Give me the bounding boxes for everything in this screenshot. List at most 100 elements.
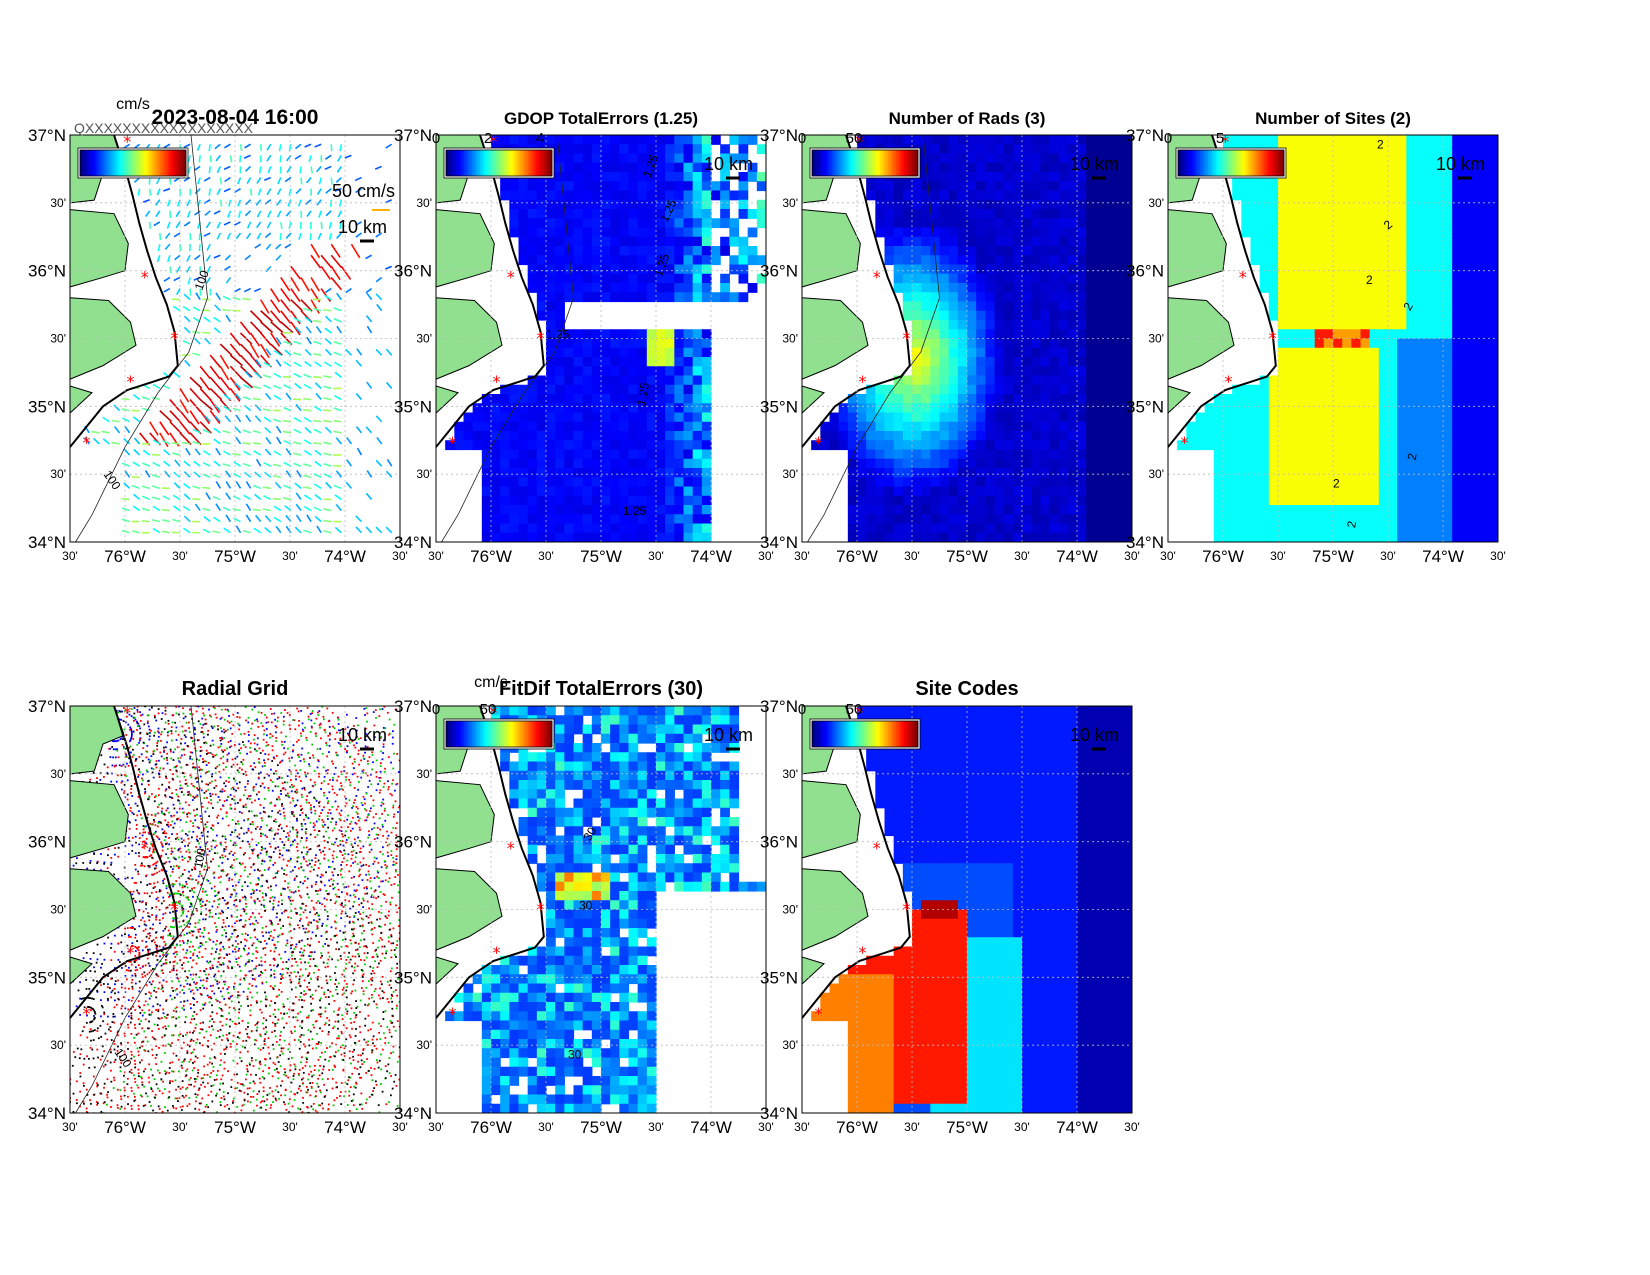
current-vector <box>205 277 211 284</box>
current-vector <box>264 232 272 239</box>
current-vector <box>252 442 261 445</box>
lon-tick-label: 74°W <box>690 547 732 566</box>
current-vector <box>303 416 312 423</box>
current-vector <box>280 321 294 334</box>
current-vector <box>375 348 383 356</box>
current-vector <box>176 265 181 273</box>
lon-tick-label: 30' <box>648 1120 664 1134</box>
current-vector <box>354 176 362 182</box>
current-vector <box>167 255 171 263</box>
current-vector <box>244 165 252 172</box>
land <box>802 385 825 414</box>
current-vector <box>199 288 202 296</box>
land <box>802 780 861 859</box>
current-vector <box>175 221 181 229</box>
current-vector <box>365 526 373 534</box>
current-vector <box>222 506 231 512</box>
current-vector <box>335 470 342 478</box>
current-vector <box>273 384 282 390</box>
current-vector <box>132 505 141 512</box>
current-vector <box>283 340 292 345</box>
lon-tick-label: 30' <box>904 1120 920 1134</box>
current-vector <box>163 449 171 456</box>
current-vector <box>213 316 221 323</box>
bathymetry-contour <box>75 135 208 542</box>
current-vector <box>197 177 201 185</box>
current-vector <box>151 518 161 523</box>
current-vector <box>365 254 372 260</box>
current-vector <box>320 265 332 280</box>
current-vector <box>325 188 332 194</box>
current-vector <box>275 254 282 261</box>
current-vector <box>333 307 342 312</box>
current-vector <box>121 408 130 412</box>
current-vector <box>334 187 342 192</box>
lon-tick-label: 30' <box>1014 1120 1030 1134</box>
current-vector <box>254 471 262 478</box>
current-vector <box>303 463 312 467</box>
current-vector <box>229 332 241 347</box>
current-vector <box>235 525 242 534</box>
current-vector <box>202 462 211 467</box>
current-vector <box>294 382 302 390</box>
current-vector <box>255 221 262 229</box>
current-vector <box>216 221 222 229</box>
current-vector <box>295 514 302 523</box>
current-vector <box>173 371 181 378</box>
current-vector <box>272 497 281 501</box>
current-vector <box>262 508 271 512</box>
current-vector <box>280 310 292 324</box>
contour-label: 2 <box>1344 520 1359 529</box>
site-marker-icon: * <box>83 1004 91 1023</box>
current-vector <box>252 508 261 512</box>
axes-frame <box>435 705 767 1114</box>
current-vector <box>273 450 282 456</box>
colorbar-tick-label: 0 <box>432 701 440 718</box>
current-vector <box>304 349 312 356</box>
lat-tick-label: 37°N <box>760 126 798 145</box>
current-vector <box>156 254 161 263</box>
current-vector <box>304 143 312 148</box>
lon-tick-label: 75°W <box>214 547 256 566</box>
current-vector <box>262 374 271 379</box>
current-vector <box>203 232 211 237</box>
current-vector <box>339 221 343 229</box>
current-vector <box>276 199 282 206</box>
current-vector <box>325 481 332 489</box>
lon-tick-label: 30' <box>172 1120 188 1134</box>
current-vector <box>214 415 221 423</box>
contour-label: 100 <box>101 468 124 493</box>
current-vector <box>176 288 181 296</box>
current-vector <box>263 384 272 390</box>
current-vector <box>330 243 341 258</box>
site-marker-icon: * <box>1181 433 1189 452</box>
current-vector <box>339 144 343 152</box>
panel-title: GDOP TotalErrors (1.25) <box>504 109 698 128</box>
current-vector <box>264 199 272 205</box>
colorbar-tick-label: 0 <box>798 701 806 718</box>
site-marker-icon: * <box>123 703 131 722</box>
coastline <box>802 135 911 448</box>
current-vector <box>215 481 222 489</box>
current-vector <box>196 143 201 152</box>
current-vector <box>263 416 272 423</box>
current-vector <box>337 154 343 162</box>
current-vector <box>245 514 252 523</box>
site-marker-icon: * <box>449 1004 457 1023</box>
lon-tick-label: 74°W <box>690 1118 732 1137</box>
contour-label: 100 <box>192 268 212 292</box>
current-vector <box>214 304 221 312</box>
current-vector <box>202 507 211 512</box>
current-vector <box>131 530 140 534</box>
lat-tick-label: 35°N <box>28 397 66 416</box>
lat-tick-label: 34°N <box>28 533 66 552</box>
current-vector <box>263 176 272 182</box>
lat-tick-label: 36°N <box>1126 262 1164 281</box>
current-vector <box>350 243 361 259</box>
contour-label: 30 <box>580 824 599 843</box>
contour-label: 1.25 <box>634 381 652 407</box>
axes-frame <box>801 705 1133 1114</box>
site-marker-icon: * <box>1239 267 1247 286</box>
current-vector <box>229 365 242 379</box>
current-vector <box>169 421 182 434</box>
